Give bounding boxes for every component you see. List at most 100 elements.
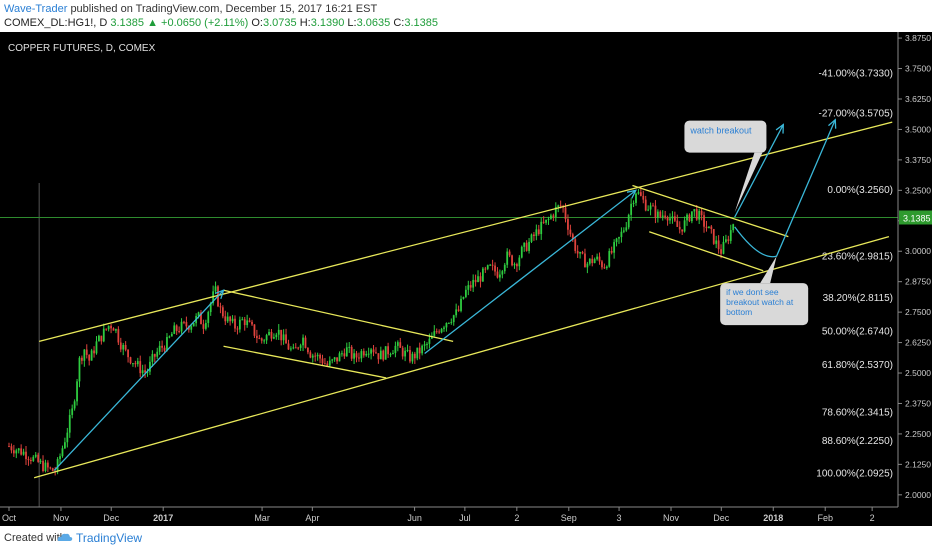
candle-down (51, 468, 54, 472)
candle-up (331, 359, 334, 361)
published-text: published on TradingView.com, December 1… (70, 3, 378, 15)
candle-up (241, 319, 244, 321)
x-tick-label: Dec (103, 513, 120, 523)
arrow-head (775, 123, 785, 134)
candle-down (375, 352, 377, 354)
y-tick-label: 2.2500 (905, 429, 931, 439)
candle-down (248, 320, 251, 322)
candle-down (673, 216, 676, 221)
candle-up (384, 346, 387, 360)
candle-down (644, 199, 647, 211)
candle-down (234, 318, 236, 329)
y-tick-label: 2.5000 (905, 368, 931, 378)
candle-down (134, 363, 137, 365)
candle-down (202, 324, 205, 329)
candle-down (712, 229, 715, 244)
candle-down (591, 258, 594, 264)
breakdown-projection-arrow (734, 119, 836, 258)
candle-down (710, 226, 713, 230)
candle-up (501, 271, 504, 275)
candle-down (251, 321, 253, 325)
candle-down (717, 240, 720, 250)
annotation-text: watch breakout (689, 126, 752, 136)
candle-up (627, 214, 630, 228)
candle-down (581, 251, 584, 254)
candle-up (83, 349, 86, 361)
candle-down (479, 276, 482, 282)
candle-up (462, 296, 465, 299)
candlesticks (8, 186, 735, 476)
candle-up (472, 279, 475, 288)
candle-down (343, 353, 346, 357)
candle-up (622, 230, 625, 232)
candle-up (311, 355, 314, 358)
candle-down (387, 346, 390, 355)
candle-down (236, 328, 239, 330)
candle-down (525, 242, 528, 251)
candle-up (275, 334, 278, 338)
candle-down (469, 285, 472, 288)
price-chart[interactable]: -41.00%(3.7330) -27.00%(3.5705) 0.00%(3.25… (0, 32, 932, 526)
candle-up (445, 323, 448, 328)
candle-up (246, 320, 249, 326)
candle-down (29, 459, 32, 461)
x-tick-label: Jul (459, 513, 471, 523)
tradingview-brand[interactable]: TradingView (76, 531, 143, 545)
y-tick-label: 3.3750 (905, 155, 931, 165)
candle-down (382, 350, 385, 360)
candle-up (61, 448, 64, 457)
y-tick-label: 3.6250 (905, 94, 931, 104)
current-price-line (0, 183, 898, 507)
candle-up (618, 237, 620, 239)
breakout-projection-arrow (734, 124, 784, 218)
candle-down (85, 349, 88, 355)
open-label: O: (251, 17, 263, 29)
candle-up (481, 268, 484, 282)
arrow-head (626, 189, 638, 199)
candle-up (545, 219, 547, 223)
candle-up (467, 285, 470, 290)
candle-up (338, 353, 341, 362)
candle-down (314, 355, 317, 357)
candle-down (705, 226, 708, 229)
candle-down (253, 324, 256, 336)
candle-down (537, 229, 540, 235)
candle-down (280, 329, 283, 341)
y-tick-label: 3.2500 (905, 185, 931, 195)
candle-down (81, 357, 83, 361)
candle-up (630, 203, 633, 215)
y-tick-label: 2.8750 (905, 277, 931, 287)
candle-down (720, 249, 722, 254)
candle-down (297, 347, 300, 349)
candle-up (76, 381, 78, 402)
candle-up (686, 214, 688, 221)
candle-up (122, 344, 125, 350)
candle-down (119, 342, 122, 350)
candle-up (690, 211, 693, 222)
candle-down (110, 325, 112, 329)
candle-down (413, 353, 416, 359)
fib-level-label: 61.80%(2.5370) (822, 360, 893, 371)
candle-up (392, 353, 394, 355)
candle-up (523, 242, 526, 247)
symbol-ohlc: COMEX_DL:HG1!, D 3.1385 ▲ +0.0650 (+2.11… (4, 17, 438, 29)
candle-up (151, 354, 154, 362)
candle-up (39, 460, 42, 462)
candle-down (200, 312, 202, 325)
candle-up (579, 251, 581, 254)
candle-up (263, 340, 266, 342)
x-tick-label: Nov (663, 513, 680, 523)
candle-up (149, 361, 151, 372)
author-link[interactable]: Wave-Trader (4, 3, 68, 15)
price-change: +0.0650 (+2.11%) (161, 17, 249, 29)
candle-down (664, 215, 667, 218)
candle-down (163, 347, 166, 351)
candle-down (307, 347, 309, 353)
candle-up (290, 348, 292, 350)
fib-level-label: 78.60%(2.3415) (822, 408, 893, 419)
candle-up (328, 360, 331, 366)
candle-up (333, 357, 336, 360)
candle-up (73, 401, 76, 409)
candle-up (66, 432, 69, 443)
candle-up (282, 334, 285, 341)
